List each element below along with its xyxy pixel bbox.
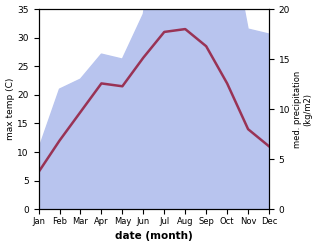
- Y-axis label: med. precipitation
(kg/m2): med. precipitation (kg/m2): [293, 71, 313, 148]
- Y-axis label: max temp (C): max temp (C): [5, 78, 15, 140]
- X-axis label: date (month): date (month): [115, 231, 193, 242]
